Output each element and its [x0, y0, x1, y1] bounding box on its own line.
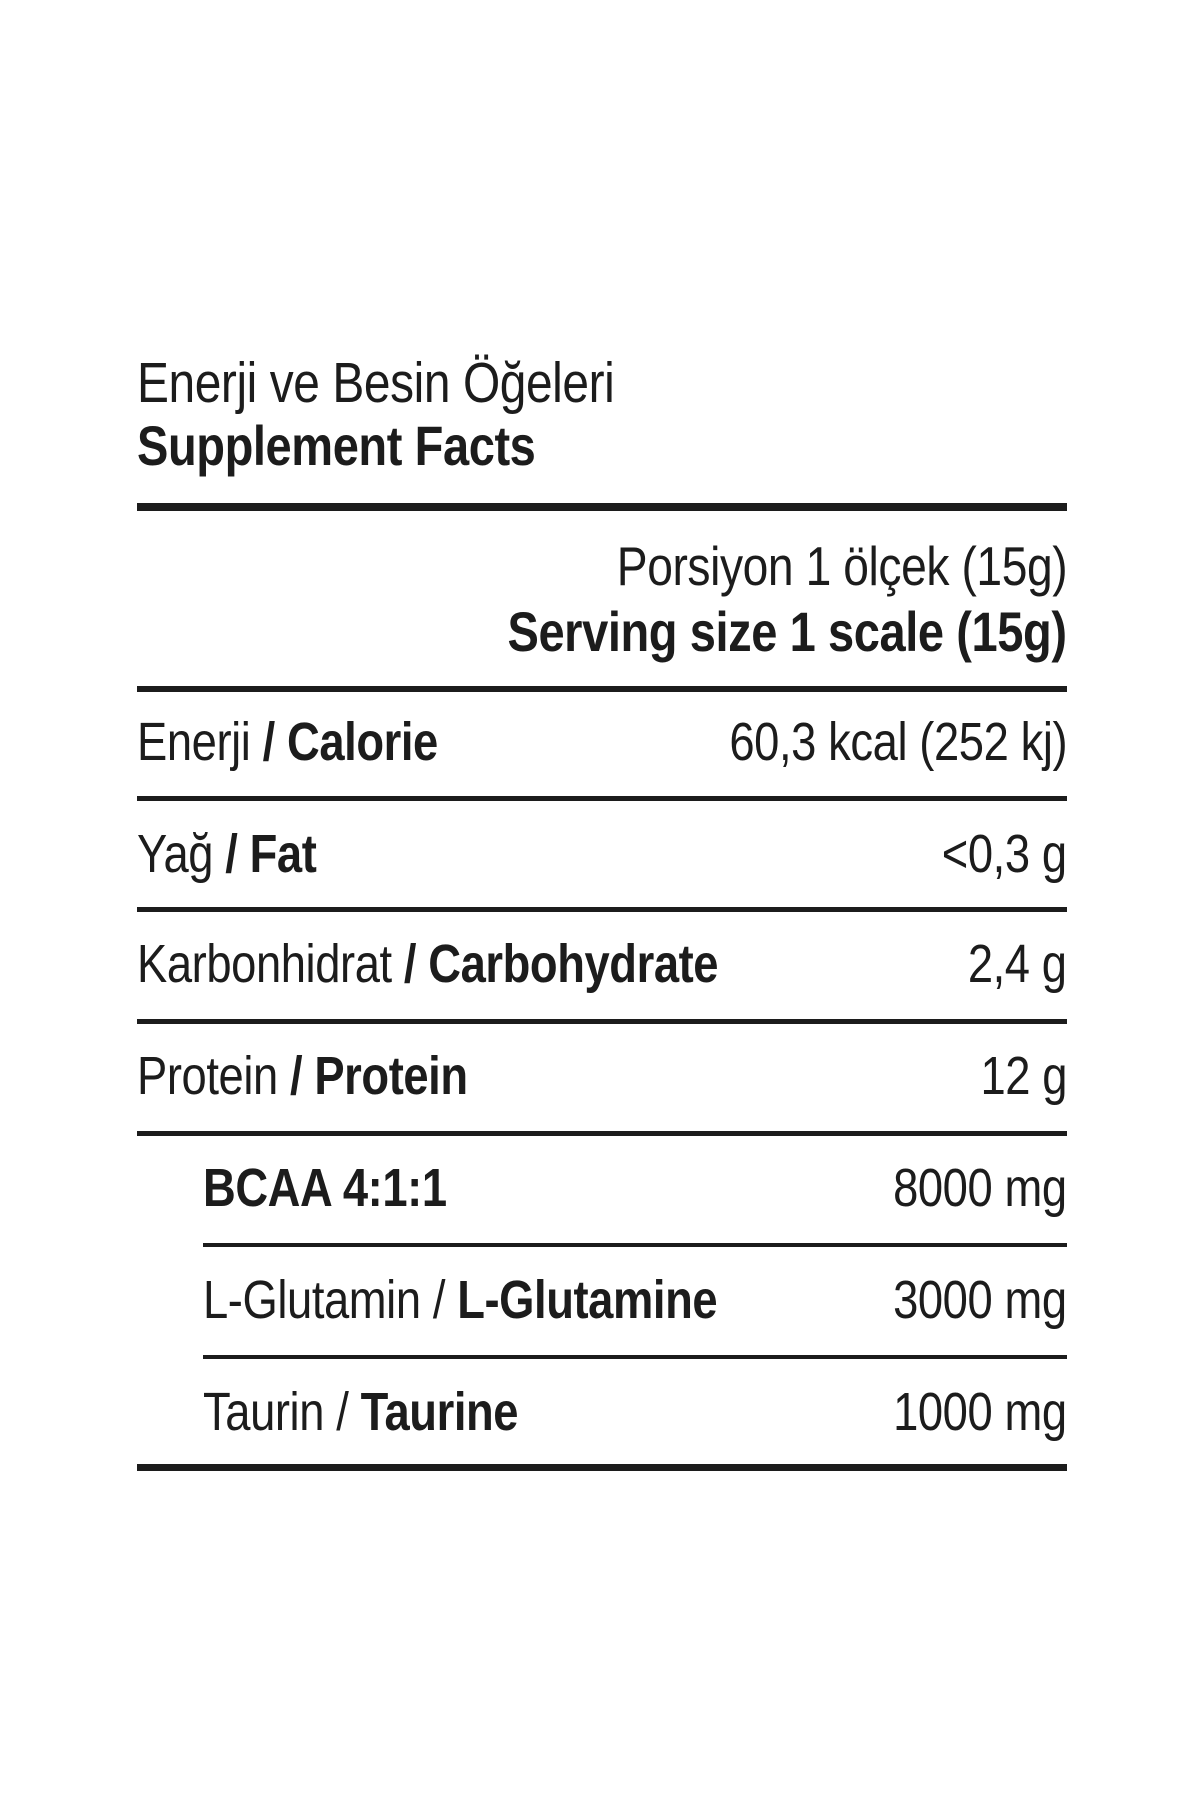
nutrient-name-tr: Taurin / [203, 1382, 361, 1442]
nutrient-row-energy: Enerji / Calorie 60,3 kcal (252 kj) [137, 707, 1067, 777]
title-block: Enerji ve Besin Öğeleri Supplement Facts [137, 352, 705, 478]
nutrient-name: Enerji / Calorie [137, 711, 438, 773]
nutrient-name: Taurin / Taurine [203, 1381, 519, 1443]
nutrient-value: 8000 mg [893, 1158, 1067, 1218]
serving-size-turkish-text: Porsiyon 1 ölçek (15g) [616, 535, 1068, 597]
serving-size-turkish: Porsiyon 1 ölçek (15g) [137, 534, 1068, 598]
row-divider [137, 1019, 1067, 1024]
nutrient-row-carbohydrate: Karbonhidrat / Carbohydrate 2,4 g [137, 929, 1067, 999]
nutrient-name-tr: Yağ [137, 824, 226, 884]
serving-size-english: Serving size 1 scale (15g) [137, 598, 1067, 666]
nutrient-value: 60,3 kcal (252 kj) [729, 712, 1067, 772]
nutrient-name-tr: L-Glutamin / [203, 1270, 458, 1330]
nutrient-name-en: / Carbohydrate [403, 934, 719, 994]
nutrient-row-glutamine: L-Glutamin / L-Glutamine 3000 mg [203, 1265, 1067, 1335]
nutrient-name: Karbonhidrat / Carbohydrate [137, 933, 719, 995]
nutrient-value: <0,3 g [942, 824, 1067, 884]
title-turkish: Enerji ve Besin Öğeleri [137, 352, 705, 414]
nutrient-name: L-Glutamin / L-Glutamine [203, 1269, 718, 1331]
nutrient-name-en: Taurine [360, 1382, 519, 1442]
title-english-text: Supplement Facts [137, 414, 536, 477]
bottom-divider [137, 1464, 1067, 1471]
sub-row-divider [203, 1355, 1067, 1359]
nutrient-name-en: L-Glutamine [457, 1270, 718, 1330]
nutrient-value: 1000 mg [893, 1382, 1067, 1442]
row-divider [137, 907, 1067, 912]
title-english: Supplement Facts [137, 414, 705, 478]
nutrient-value: 12 g [980, 1046, 1067, 1106]
nutrient-value: 2,4 g [968, 934, 1067, 994]
nutrient-name-en: / Calorie [262, 712, 439, 772]
serving-size-english-text: Serving size 1 scale (15g) [507, 600, 1067, 663]
nutrient-name-en: / Fat [225, 824, 317, 884]
nutrient-row-bcaa: BCAA 4:1:1 8000 mg [203, 1153, 1067, 1223]
nutrient-name: Yağ / Fat [137, 823, 317, 885]
serving-block: Porsiyon 1 ölçek (15g) Serving size 1 sc… [137, 534, 1067, 666]
row-divider [137, 796, 1067, 801]
title-turkish-text: Enerji ve Besin Öğeleri [137, 351, 615, 415]
nutrient-row-protein: Protein / Protein 12 g [137, 1041, 1067, 1111]
nutrient-name: BCAA 4:1:1 [203, 1157, 447, 1219]
nutrient-name-en: / Protein [289, 1046, 468, 1106]
sub-row-divider [203, 1243, 1067, 1247]
header-divider [137, 503, 1067, 511]
serving-divider [137, 686, 1067, 692]
nutrient-name-tr: Protein [137, 1046, 290, 1106]
nutrient-name-tr: Karbonhidrat [137, 934, 404, 994]
nutrient-value: 3000 mg [893, 1270, 1067, 1330]
nutrient-name-tr: Enerji [137, 712, 263, 772]
nutrient-name-en: BCAA 4:1:1 [203, 1158, 447, 1218]
nutrient-name: Protein / Protein [137, 1045, 468, 1107]
nutrient-row-taurine: Taurin / Taurine 1000 mg [203, 1377, 1067, 1447]
row-divider [137, 1131, 1067, 1136]
nutrient-row-fat: Yağ / Fat <0,3 g [137, 819, 1067, 889]
